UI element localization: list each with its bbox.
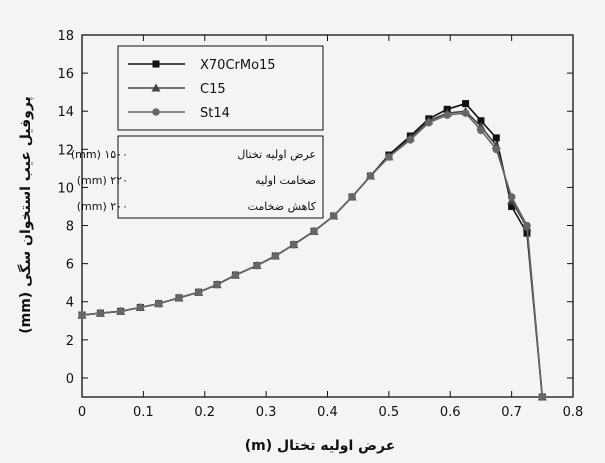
x-tick-label: 0.7: [501, 405, 522, 420]
legend-entry: C15: [128, 82, 226, 97]
data-point: [253, 261, 261, 270]
info-box-frame: [117, 135, 324, 219]
data-point: [348, 193, 356, 201]
y-tick-label: 10: [57, 181, 74, 196]
y-tick-label: 4: [66, 296, 74, 311]
y-axis-ticks: 0 2 4 6 8 10 12 14 16 18: [57, 29, 573, 387]
x-tick-label: 0.8: [563, 405, 584, 420]
data-point: [96, 309, 105, 317]
data-point: [492, 134, 500, 142]
legend: X70CrMo15 C15 St14: [117, 45, 324, 131]
data-point: [461, 109, 470, 117]
info-label: کاهش ضخامت: [248, 200, 317, 213]
y-tick-label: 14: [57, 105, 74, 120]
legend-label: C15: [200, 82, 226, 97]
data-point: [477, 117, 485, 125]
data-point: [366, 172, 375, 180]
y-tick-label: 6: [66, 258, 74, 273]
series-layer: [77, 100, 547, 401]
x-tick-label: 0.6: [440, 405, 461, 420]
data-point: [492, 145, 501, 154]
x-tick-label: 0.2: [194, 405, 215, 420]
legend-entries: X70CrMo15 C15 St14: [128, 58, 276, 121]
y-tick-label: 12: [57, 143, 74, 158]
info-label: ضخامت اولیه: [255, 174, 316, 187]
data-point: [213, 280, 221, 289]
data-point: [231, 271, 240, 279]
y-tick-label: 8: [66, 220, 74, 235]
legend-marker: [151, 83, 161, 92]
y-tick-label: 0: [66, 372, 74, 387]
x-tick-label: 0.5: [379, 405, 400, 420]
y-axis-title: پروفیل عیب استخوان سگی (mm): [17, 96, 34, 334]
data-point: [154, 299, 163, 308]
data-point: [443, 111, 451, 119]
data-point: [329, 212, 338, 220]
legend-label: X70CrMo15: [200, 58, 276, 73]
data-point: [271, 252, 280, 260]
x-axis-title: عرض اولیه تختال (m): [245, 438, 396, 454]
data-point: [406, 135, 415, 144]
info-row: ۲۰۰ (mm) کاهش ضخامت: [77, 200, 317, 213]
data-point: [523, 221, 531, 230]
legend-marker: [152, 60, 160, 68]
y-tick-label: 16: [57, 67, 74, 82]
data-point: [424, 118, 433, 127]
x-tick-label: 0: [78, 405, 86, 420]
x-tick-label: 0.1: [133, 405, 154, 420]
info-entries: ۱۵۰۰ (mm) عرض اولیه تختال ۲۲۰ (mm) ضخامت او…: [71, 148, 317, 213]
data-point: [507, 193, 516, 201]
x-tick-label: 0.4: [317, 405, 338, 420]
info-value: ۱۵۰۰ (mm): [71, 148, 128, 161]
data-point: [116, 307, 125, 316]
data-point: [310, 227, 318, 236]
info-row: ۱۵۰۰ (mm) عرض اولیه تختال: [71, 148, 316, 161]
data-point: [508, 202, 516, 210]
data-point: [477, 126, 485, 135]
legend-entry: St14: [128, 106, 230, 121]
info-row: ۲۲۰ (mm) ضخامت اولیه: [77, 174, 316, 187]
info-box: ۱۵۰۰ (mm) عرض اولیه تختال ۲۲۰ (mm) ضخامت او…: [71, 135, 324, 219]
data-point: [194, 288, 203, 297]
info-value: ۲۲۰ (mm): [77, 174, 128, 187]
data-point: [136, 303, 145, 312]
legend-label: St14: [200, 106, 230, 121]
series-st14: [78, 109, 547, 401]
data-point: [175, 294, 183, 302]
y-tick-label: 2: [66, 334, 74, 349]
data-point: [385, 153, 393, 161]
legend-entry: X70CrMo15: [128, 58, 276, 73]
y-tick-label: 18: [57, 29, 74, 44]
legend-marker: [152, 108, 160, 116]
info-value: ۲۰۰ (mm): [77, 200, 128, 213]
data-point: [289, 240, 298, 249]
data-point: [462, 100, 470, 108]
data-point: [538, 393, 547, 401]
x-tick-label: 0.3: [256, 405, 277, 420]
x-axis-ticks: 0 0.1 0.2 0.3 0.4 0.5 0.6 0.7 0.8: [78, 35, 583, 420]
data-point: [78, 311, 86, 319]
info-label: عرض اولیه تختال: [237, 148, 316, 161]
